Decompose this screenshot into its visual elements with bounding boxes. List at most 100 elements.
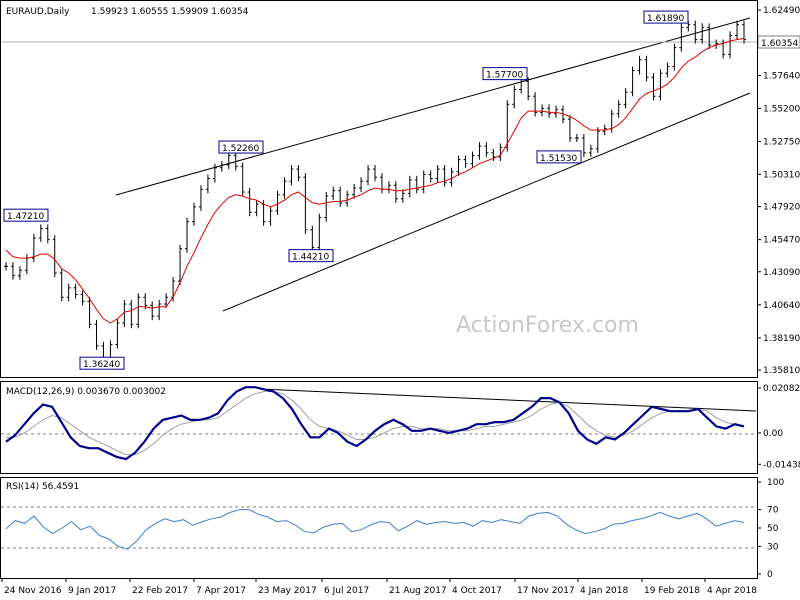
price-bar — [386, 181, 391, 194]
price-bar — [470, 151, 475, 168]
price-annotation: 1.44210 — [288, 249, 334, 263]
price-bar — [735, 20, 740, 40]
price-bar — [428, 170, 433, 183]
price-tick-label: 1.47920 — [763, 203, 800, 213]
price-bar — [407, 175, 412, 198]
price-bar — [212, 163, 217, 183]
price-bar — [226, 151, 231, 170]
price-annotation: 1.51530 — [536, 150, 582, 164]
price-bar — [324, 192, 329, 222]
price-bar — [512, 85, 517, 109]
price-bar — [651, 73, 656, 101]
price-bar — [52, 235, 57, 278]
price-tick-label: 1.40640 — [763, 301, 800, 311]
date-tick-label: 4 Jan 2018 — [580, 586, 628, 596]
price-tick-label: 1.62490 — [763, 6, 800, 16]
price-tick-label: 1.45470 — [763, 236, 800, 246]
price-bar — [352, 183, 357, 199]
price-bar — [247, 187, 252, 217]
price-bar — [240, 162, 245, 197]
price-bar — [359, 177, 364, 193]
price-tick-label: 1.55200 — [763, 104, 800, 114]
price-bar — [303, 173, 308, 234]
price-bar — [87, 297, 92, 329]
macd-series-layer — [5, 386, 745, 461]
price-bar — [205, 174, 210, 194]
price-bar — [442, 165, 447, 187]
lower-trendline — [222, 92, 751, 312]
price-bar — [282, 177, 287, 199]
price-bar — [456, 155, 461, 176]
price-bar — [554, 105, 559, 118]
price-annotation: 1.52260 — [218, 140, 264, 154]
date-tick-label: 21 Aug 2017 — [389, 586, 447, 596]
date-tick-label: 9 Jan 2017 — [68, 586, 116, 596]
price-annotations-layer: 1.47210 1.36240 1.52260 1.44210 1.57700 1.515… — [3, 10, 689, 370]
price-bar — [59, 268, 64, 302]
price-tick-label: 1.52750 — [763, 137, 800, 147]
price-bar — [115, 318, 120, 349]
moving-average-line — [5, 37, 745, 324]
price-bar — [4, 262, 8, 271]
price-annotation: 1.61890 — [643, 10, 689, 24]
price-bar — [296, 165, 301, 182]
price-bar — [477, 142, 482, 160]
price-annotation-label: 1.51530 — [540, 154, 577, 164]
price-bar — [588, 144, 593, 157]
price-bar — [345, 190, 350, 207]
rsi-tick-label: 70 — [767, 506, 779, 516]
rsi-series-layer — [5, 509, 745, 550]
price-bar — [449, 167, 454, 187]
price-bar — [644, 55, 649, 82]
price-bar — [463, 155, 468, 168]
price-tick-label: 1.50310 — [763, 170, 800, 180]
price-bar — [157, 299, 162, 321]
price-bar — [17, 266, 22, 280]
price-bar — [45, 224, 50, 244]
macd-tick-label: 0.020827 — [763, 384, 800, 394]
price-annotation-label: 1.36240 — [83, 360, 120, 370]
price-bar — [10, 262, 15, 280]
price-bar — [693, 20, 698, 44]
macd-main-line — [5, 386, 745, 461]
price-tick-label: 1.57640 — [763, 71, 800, 81]
price-annotation: 1.57700 — [482, 67, 528, 81]
price-bar — [185, 217, 190, 253]
price-bar — [623, 88, 628, 109]
price-annotation: 1.47210 — [3, 208, 49, 222]
price-bar — [491, 148, 496, 161]
price-bar — [129, 299, 134, 329]
macd-title: MACD(12,26,9) 0.003670 0.003002 — [6, 387, 166, 397]
date-tick-label: 24 Nov 2016 — [4, 586, 62, 596]
price-bar — [435, 165, 440, 183]
last-price-label: 1.60354 — [761, 39, 798, 49]
price-bar — [393, 181, 398, 203]
price-annotation-label: 1.52260 — [222, 144, 259, 154]
price-bar — [581, 134, 586, 157]
price-bar — [373, 165, 377, 182]
date-tick-label: 6 Jul 2017 — [324, 586, 369, 596]
price-bar — [178, 244, 183, 286]
price-bar — [338, 186, 343, 207]
price-annotation: 1.36240 — [79, 356, 125, 370]
price-bar — [672, 43, 677, 71]
price-bar — [80, 290, 85, 306]
price-annotation-label: 1.47210 — [7, 212, 44, 222]
price-tick-label: 1.38190 — [763, 334, 800, 344]
price-bar — [38, 224, 43, 242]
price-bar — [526, 77, 531, 101]
rsi-tick-label: 100 — [767, 478, 784, 488]
price-bar — [73, 283, 78, 299]
price-bar — [665, 62, 670, 78]
price-bar — [275, 190, 280, 215]
price-bar — [637, 55, 642, 75]
rsi-tick-label: 50 — [767, 524, 779, 534]
price-bar — [742, 20, 746, 44]
rsi-tick-label: 30 — [767, 542, 779, 552]
price-bar — [219, 160, 224, 172]
price-bar — [400, 189, 405, 203]
price-bar — [595, 127, 600, 153]
price-bar — [421, 170, 426, 194]
price-bar — [540, 104, 545, 117]
